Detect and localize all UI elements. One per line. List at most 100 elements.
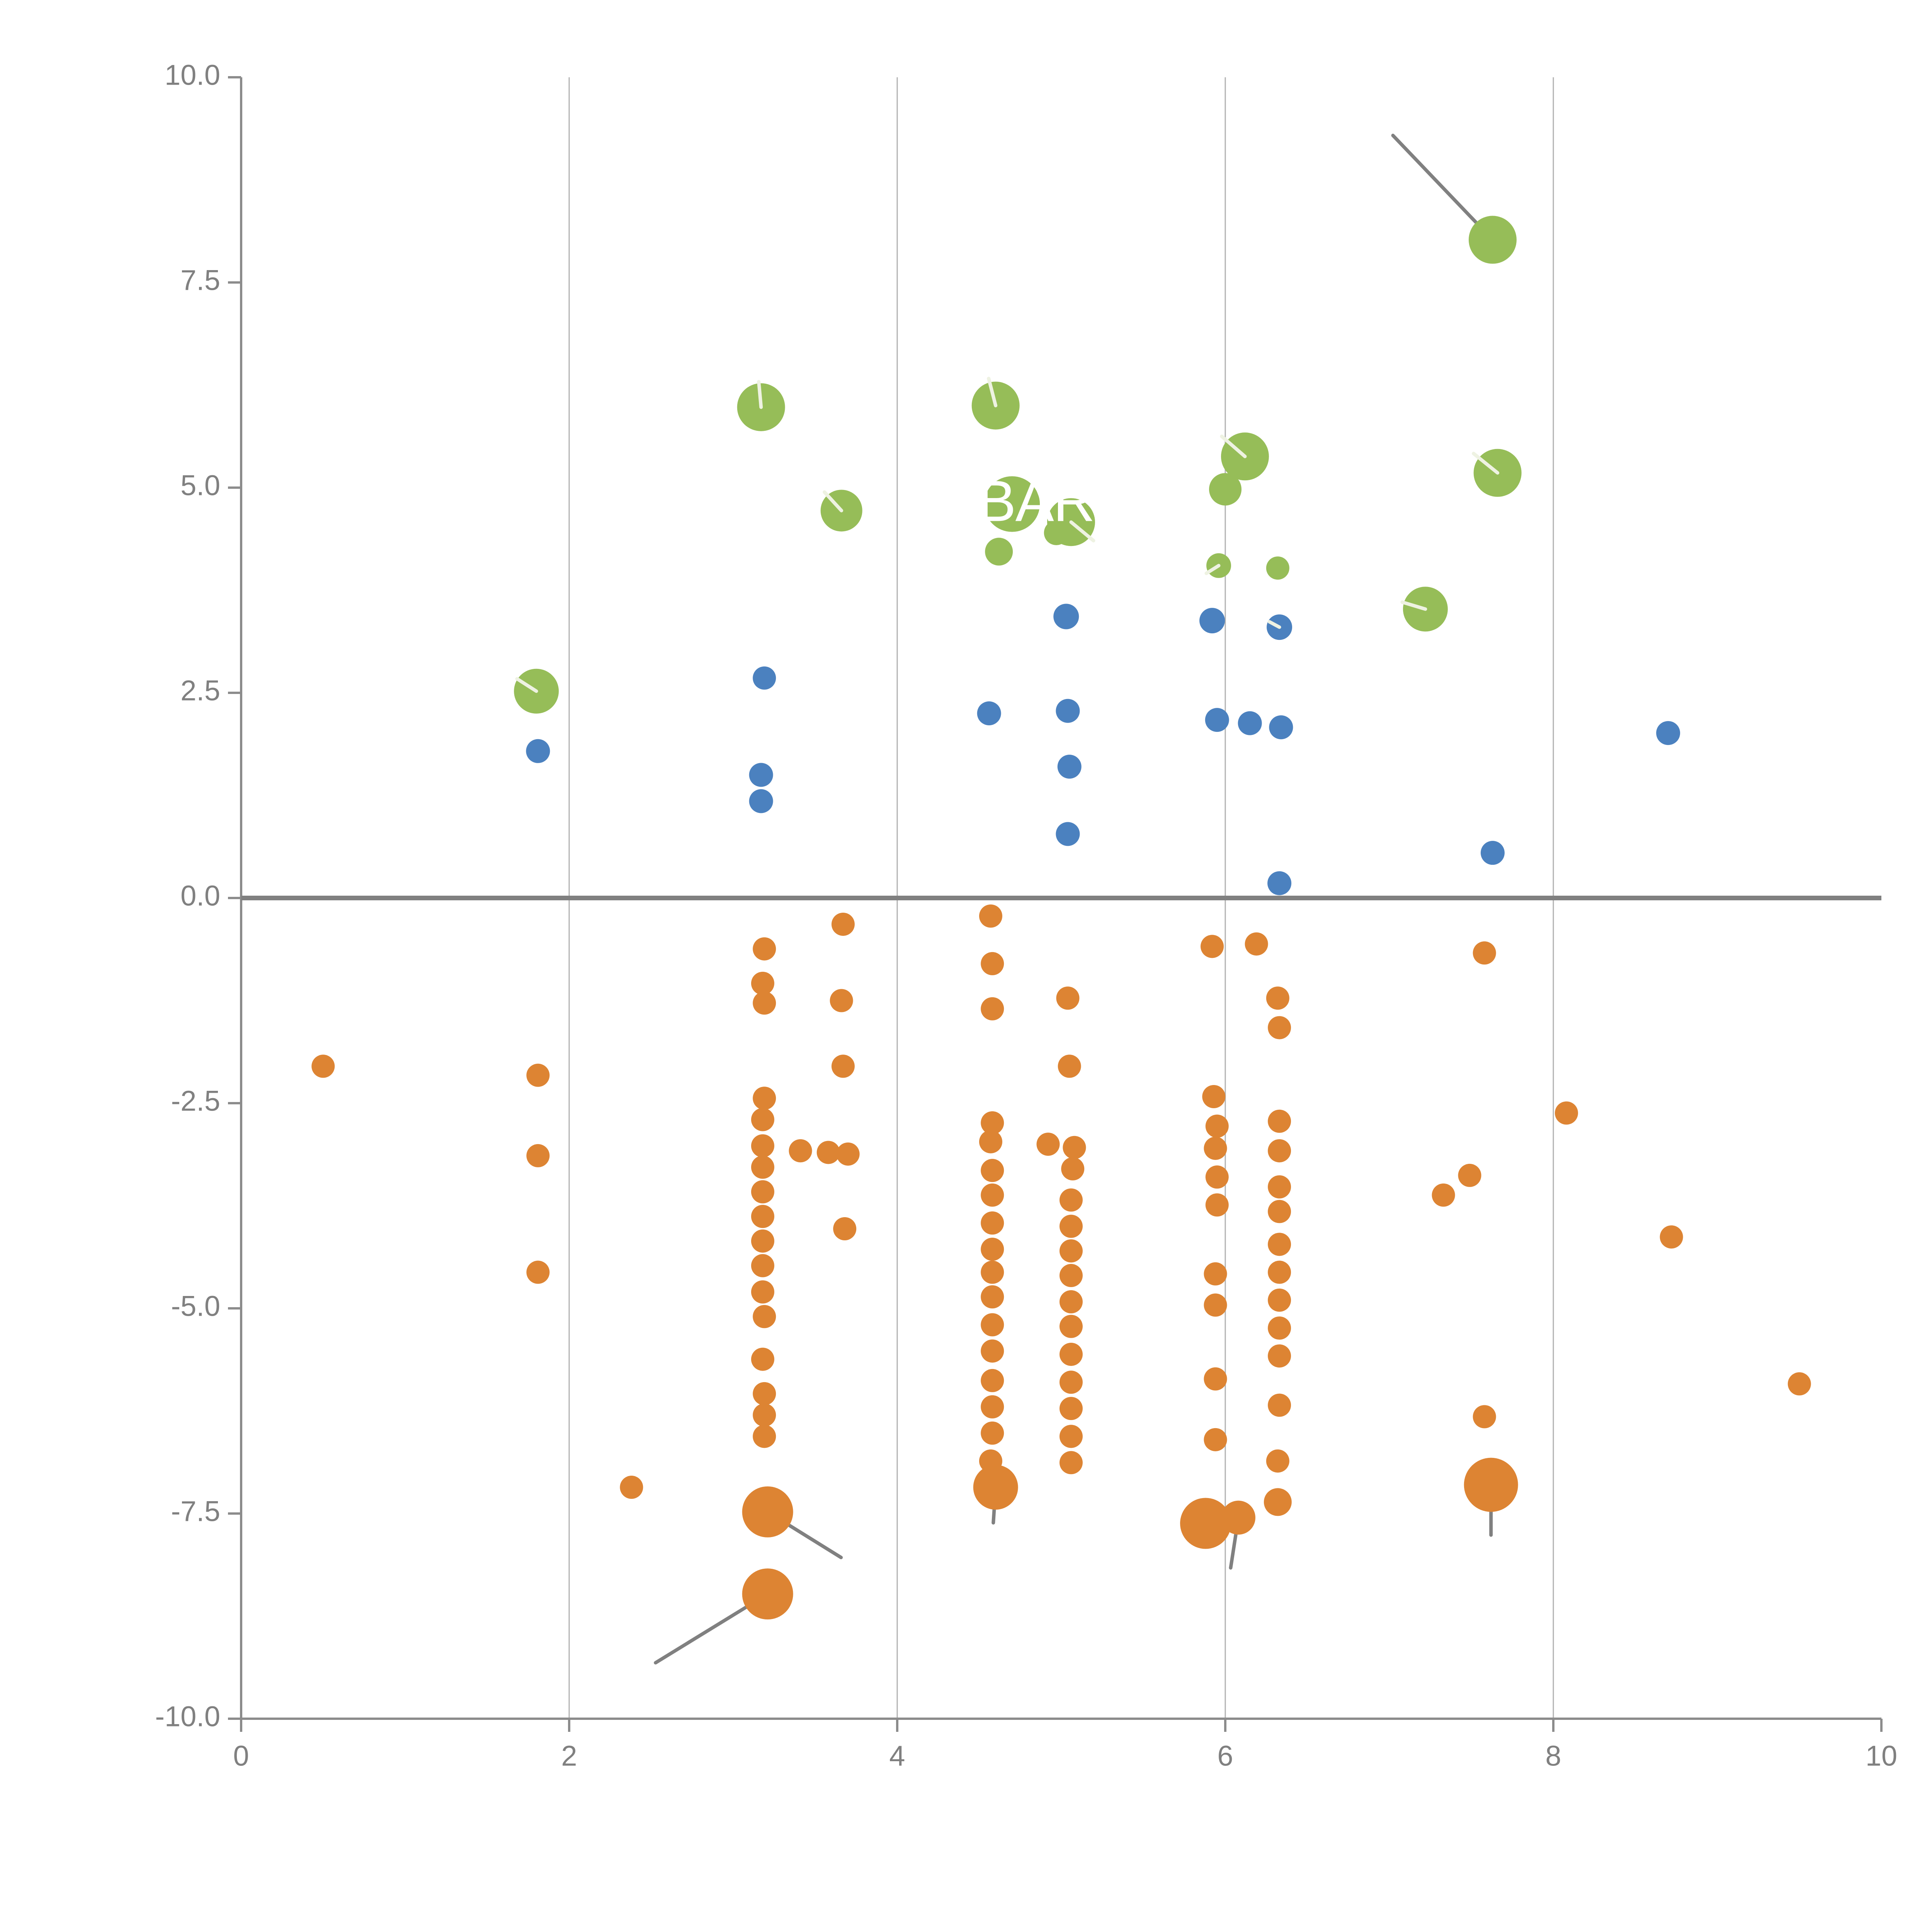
data-point-orange[interactable] xyxy=(1204,1293,1227,1317)
data-point-orange[interactable] xyxy=(979,904,1002,928)
data-point-orange[interactable] xyxy=(973,1465,1018,1510)
data-point-blue[interactable] xyxy=(749,763,773,787)
data-point-orange[interactable] xyxy=(753,1425,776,1448)
series-green[interactable] xyxy=(514,134,1522,714)
data-point-green[interactable] xyxy=(1209,473,1242,506)
data-point-orange[interactable] xyxy=(1059,1451,1083,1475)
data-point-orange[interactable] xyxy=(1268,1316,1291,1340)
data-point-orange[interactable] xyxy=(981,1285,1004,1309)
data-point-orange[interactable] xyxy=(1059,1371,1083,1394)
data-point-orange[interactable] xyxy=(1061,1157,1085,1180)
data-point-orange[interactable] xyxy=(1268,1260,1291,1284)
data-point-orange[interactable] xyxy=(1180,1498,1231,1549)
data-point-orange[interactable] xyxy=(751,1347,774,1371)
data-point-orange[interactable] xyxy=(981,952,1004,975)
data-point-blue[interactable] xyxy=(1053,604,1079,629)
data-point-orange[interactable] xyxy=(751,1229,774,1253)
data-point-orange[interactable] xyxy=(1059,1239,1083,1263)
data-point-orange[interactable] xyxy=(1205,1193,1229,1217)
data-point-blue[interactable] xyxy=(749,789,773,813)
data-point-orange[interactable] xyxy=(1056,986,1080,1010)
data-point-green[interactable] xyxy=(984,476,1040,532)
data-point-orange[interactable] xyxy=(1204,1428,1227,1451)
data-point-orange[interactable] xyxy=(1059,1214,1083,1238)
data-point-orange[interactable] xyxy=(1059,1315,1083,1338)
data-point-orange[interactable] xyxy=(1660,1225,1683,1249)
data-point-orange[interactable] xyxy=(1202,1085,1226,1109)
data-point-orange[interactable] xyxy=(1787,1372,1811,1396)
data-point-orange[interactable] xyxy=(1063,1136,1086,1159)
data-point-orange[interactable] xyxy=(789,1139,812,1163)
data-point-orange[interactable] xyxy=(981,1369,1004,1392)
data-point-orange[interactable] xyxy=(979,1130,1002,1153)
data-point-orange[interactable] xyxy=(1264,1488,1292,1516)
data-point-orange[interactable] xyxy=(753,1305,776,1328)
data-point-blue[interactable] xyxy=(1238,711,1262,735)
data-point-orange[interactable] xyxy=(1205,1114,1229,1138)
data-point-orange[interactable] xyxy=(981,1183,1004,1207)
data-point-orange[interactable] xyxy=(742,1568,793,1620)
data-point-orange[interactable] xyxy=(751,1155,774,1179)
data-point-blue[interactable] xyxy=(1480,841,1505,865)
data-point-orange[interactable] xyxy=(753,937,776,961)
data-point-blue[interactable] xyxy=(1056,699,1080,723)
data-point-orange[interactable] xyxy=(751,1180,774,1204)
data-point-orange[interactable] xyxy=(753,991,776,1015)
data-point-orange[interactable] xyxy=(1036,1133,1060,1156)
data-point-orange[interactable] xyxy=(751,1108,774,1131)
series-blue[interactable] xyxy=(526,604,1680,895)
data-point-orange[interactable] xyxy=(1268,1175,1291,1199)
data-point-orange[interactable] xyxy=(833,1217,857,1240)
data-point-orange[interactable] xyxy=(1432,1183,1455,1207)
data-point-blue[interactable] xyxy=(1656,721,1680,745)
data-point-orange[interactable] xyxy=(981,1211,1004,1235)
data-point-orange[interactable] xyxy=(751,1254,774,1277)
data-point-orange[interactable] xyxy=(1201,935,1224,958)
data-point-orange[interactable] xyxy=(526,1144,550,1167)
data-point-blue[interactable] xyxy=(1205,708,1229,732)
data-point-orange[interactable] xyxy=(751,971,774,995)
data-point-orange[interactable] xyxy=(526,1063,550,1087)
data-point-orange[interactable] xyxy=(981,1111,1004,1134)
data-point-green[interactable] xyxy=(1266,556,1289,580)
data-point-orange[interactable] xyxy=(981,1159,1004,1182)
data-point-orange[interactable] xyxy=(1268,1200,1291,1223)
data-point-blue[interactable] xyxy=(753,666,776,690)
data-point-orange[interactable] xyxy=(1473,941,1496,965)
data-point-orange[interactable] xyxy=(1058,1054,1081,1078)
data-point-orange[interactable] xyxy=(1268,1288,1291,1312)
data-point-orange[interactable] xyxy=(1059,1290,1083,1314)
data-point-orange[interactable] xyxy=(1268,1109,1291,1133)
data-point-orange[interactable] xyxy=(751,1134,774,1158)
data-point-orange[interactable] xyxy=(753,1382,776,1405)
data-point-orange[interactable] xyxy=(1268,1344,1291,1368)
data-point-orange[interactable] xyxy=(1221,1500,1255,1535)
data-point-orange[interactable] xyxy=(1204,1136,1227,1160)
data-point-orange[interactable] xyxy=(831,1054,855,1078)
data-point-orange[interactable] xyxy=(311,1054,335,1078)
data-point-orange[interactable] xyxy=(981,1395,1004,1418)
data-point-orange[interactable] xyxy=(742,1486,793,1537)
data-point-orange[interactable] xyxy=(831,912,855,936)
data-point-orange[interactable] xyxy=(1059,1397,1083,1420)
data-point-blue[interactable] xyxy=(1057,755,1082,779)
data-point-green[interactable] xyxy=(1044,520,1069,545)
data-point-blue[interactable] xyxy=(1199,608,1225,634)
data-point-orange[interactable] xyxy=(1473,1405,1496,1429)
data-point-orange[interactable] xyxy=(830,989,853,1012)
data-point-green[interactable] xyxy=(985,537,1013,566)
data-point-blue[interactable] xyxy=(526,739,550,763)
data-point-orange[interactable] xyxy=(816,1141,840,1164)
data-point-orange[interactable] xyxy=(753,1087,776,1110)
data-point-blue[interactable] xyxy=(1056,822,1080,846)
data-point-orange[interactable] xyxy=(981,1339,1004,1363)
data-point-orange[interactable] xyxy=(1458,1163,1481,1187)
data-point-orange[interactable] xyxy=(1059,1188,1083,1212)
data-point-orange[interactable] xyxy=(981,1421,1004,1445)
data-point-green[interactable] xyxy=(1468,216,1517,264)
data-point-orange[interactable] xyxy=(1268,1016,1291,1039)
data-point-orange[interactable] xyxy=(1059,1342,1083,1366)
data-point-orange[interactable] xyxy=(1268,1393,1291,1417)
data-point-orange[interactable] xyxy=(1059,1425,1083,1448)
data-point-orange[interactable] xyxy=(1268,1139,1291,1163)
